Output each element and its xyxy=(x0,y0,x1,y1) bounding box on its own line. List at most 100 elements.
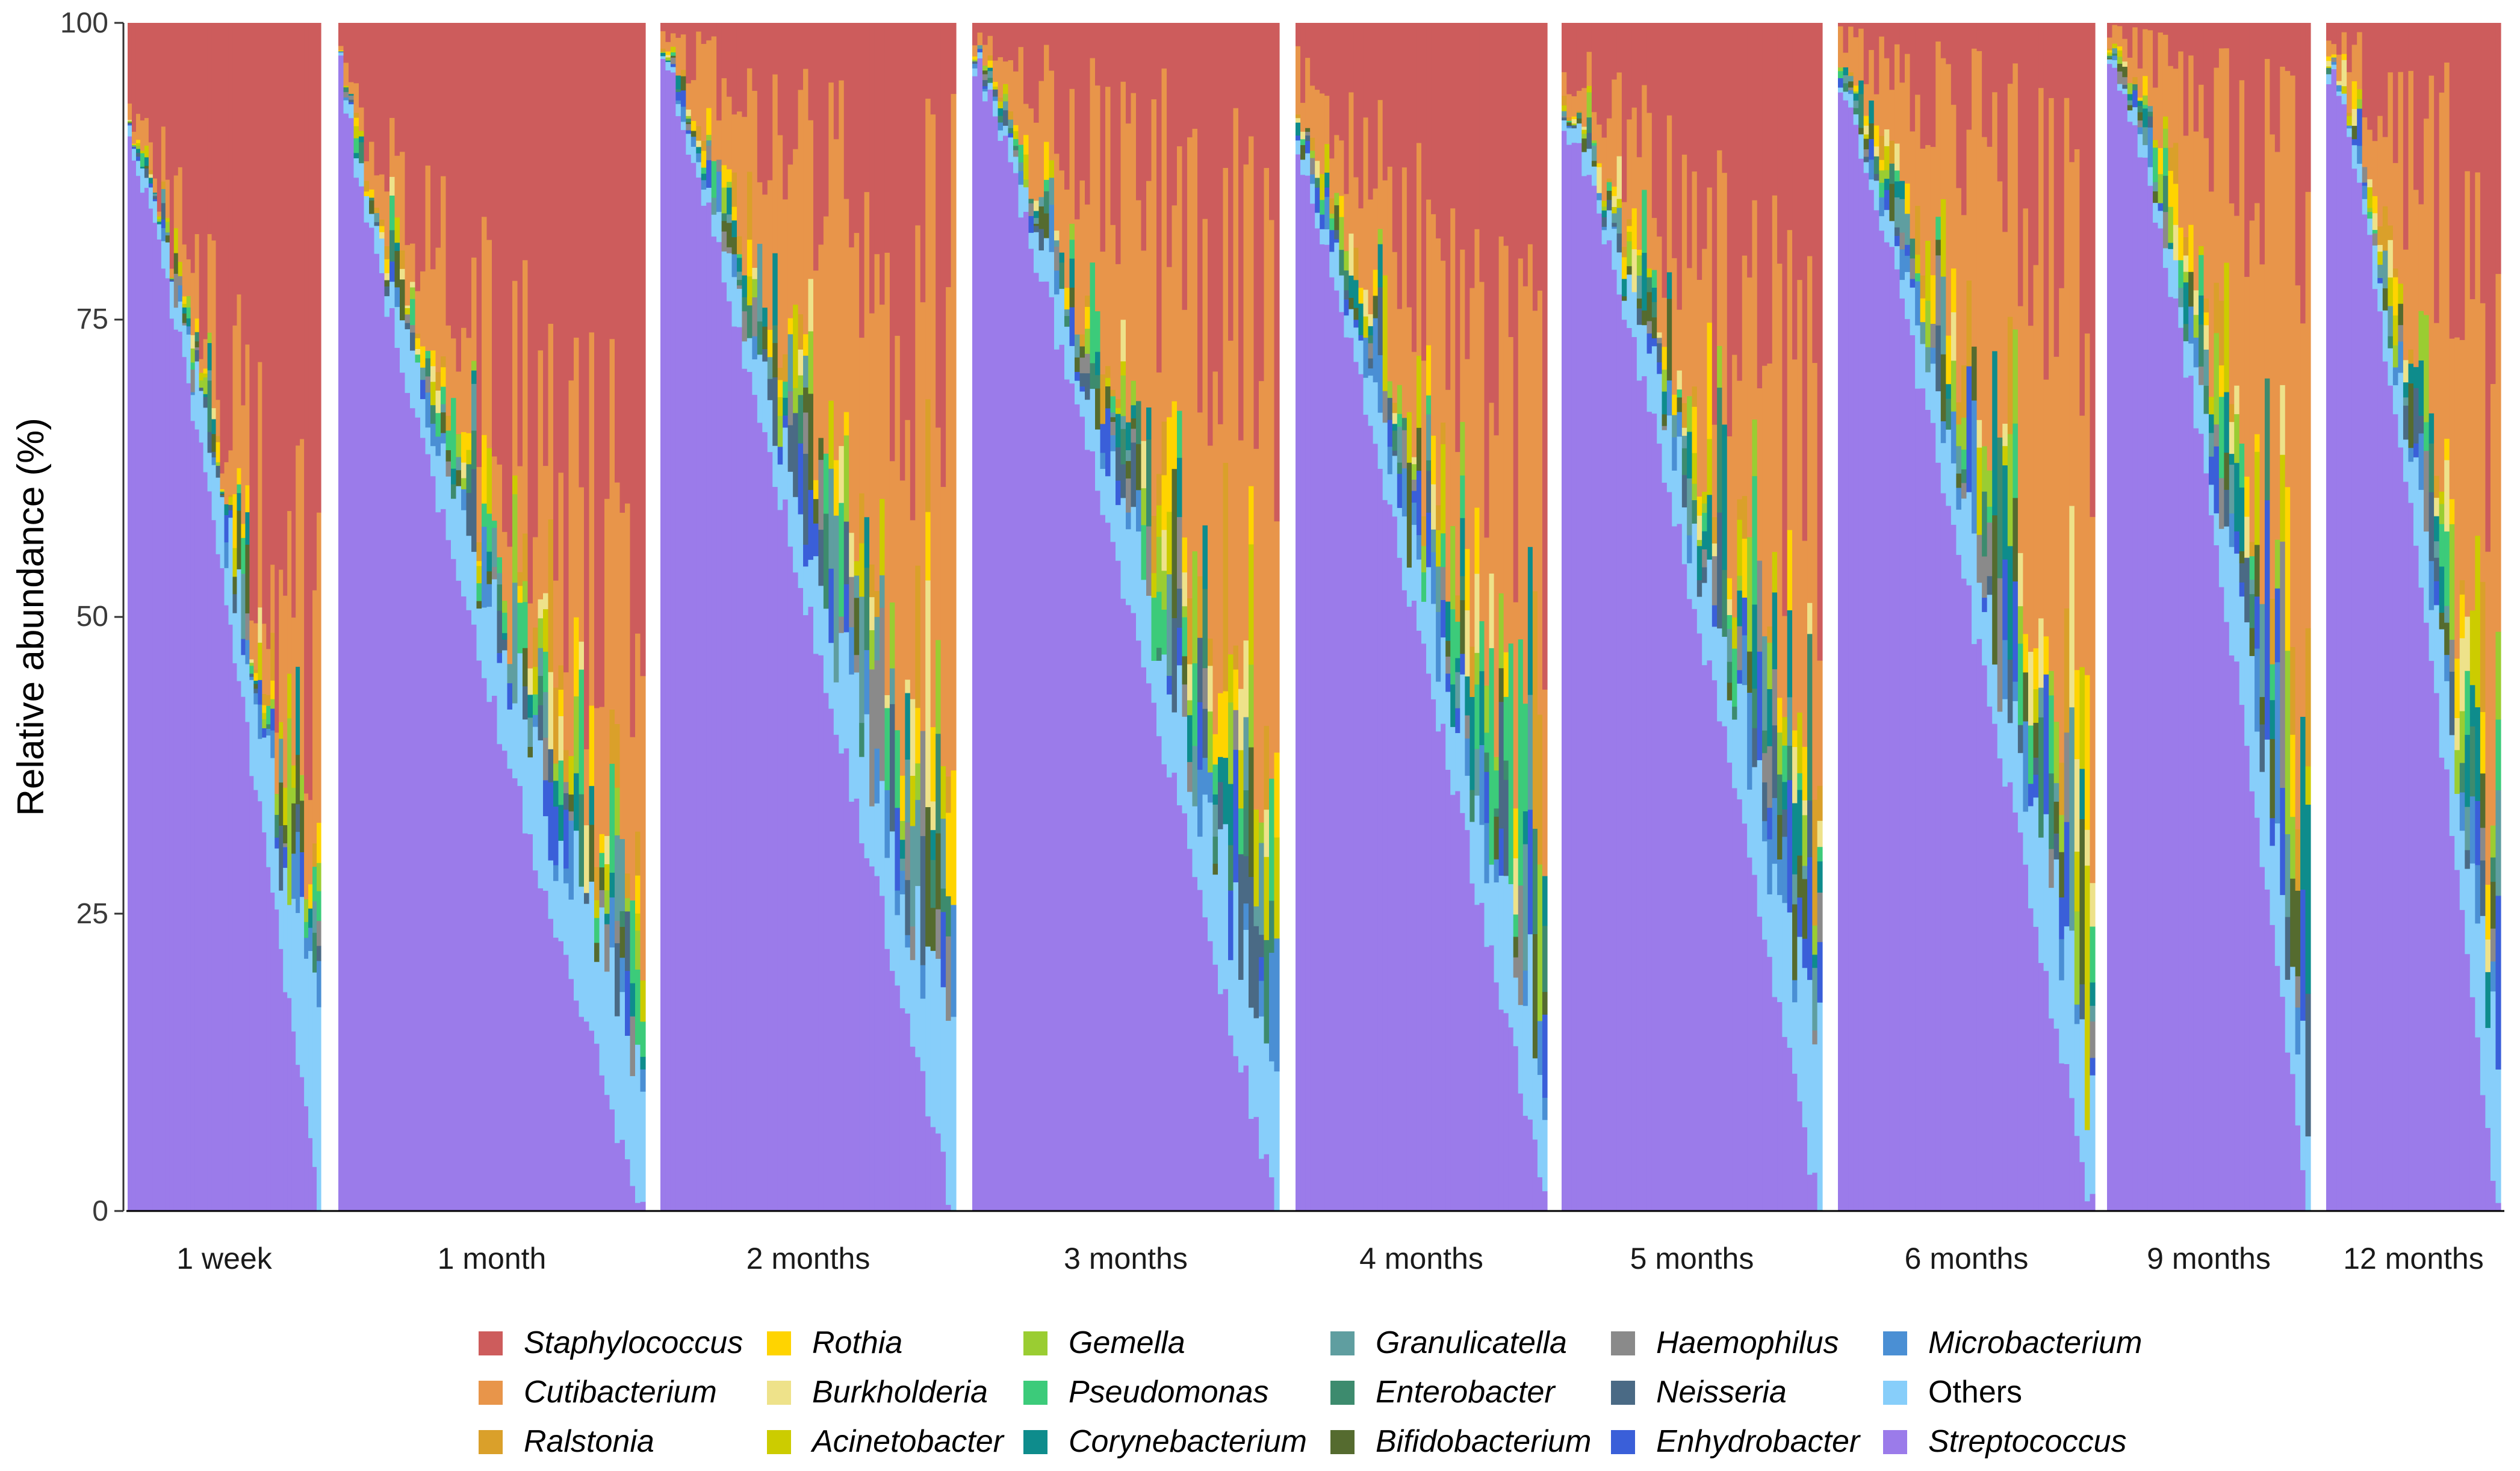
bar-segment-acinetobacter xyxy=(2084,865,2091,1130)
bar-segment-gemella xyxy=(615,787,621,835)
bar-segment-gemella xyxy=(2290,816,2296,879)
bar-segment-rothia xyxy=(813,480,819,500)
bar-segment-others xyxy=(1966,492,1972,586)
bar-segment-streptococcus xyxy=(1513,1045,1519,1212)
bar-segment-bifidobacterium xyxy=(568,794,574,812)
bar-segment-burkholderia xyxy=(1696,515,1702,540)
bar-segment-streptococcus xyxy=(186,383,191,1212)
bar-segment-streptococcus xyxy=(1218,994,1224,1212)
bar-segment-pseudomonas xyxy=(1513,914,1519,937)
bar-segment-streptococcus xyxy=(2143,157,2149,1212)
bar-segment-rothia xyxy=(574,617,580,696)
bar-segment-others xyxy=(2392,385,2399,415)
bar-segment-others xyxy=(317,1007,321,1210)
bar-segment-enterobacter xyxy=(2249,593,2255,628)
bar-segment-granulicatella xyxy=(1762,636,1768,731)
bar-segment-others xyxy=(338,52,344,56)
bar-segment-haemophilus xyxy=(2064,732,2070,822)
bar-segment-cutibacterium xyxy=(874,253,880,592)
bar-segment-corynebacterium xyxy=(2485,971,2491,1028)
bar-segment-granulicatella xyxy=(2377,264,2383,278)
bar-segment-staphylococcus xyxy=(1300,23,1306,103)
bar-segment-streptococcus xyxy=(839,753,845,1212)
bar-segment-others xyxy=(517,653,523,786)
legend-label: Microbacterium xyxy=(1928,1325,2142,1360)
bar-segment-cutibacterium xyxy=(1899,82,1905,181)
bar-segment-ralstonia xyxy=(998,97,1004,102)
bar-segment-cutibacterium xyxy=(2305,191,2311,628)
facet-panel xyxy=(2107,23,2311,1212)
bar-segment-corynebacterium xyxy=(1368,326,1374,336)
bar-segment-bifidobacterium xyxy=(144,166,149,169)
bar-segment-rothia xyxy=(203,368,208,374)
bar-segment-others xyxy=(1976,582,1982,639)
bar-segment-streptococcus xyxy=(1858,158,1864,1212)
bar-segment-corynebacterium xyxy=(609,872,615,898)
bar-segment-staphylococcus xyxy=(1853,23,1859,37)
bar-segment-granulicatella xyxy=(915,799,921,887)
bar-segment-staphylococcus xyxy=(1131,23,1137,93)
bar-segment-others xyxy=(1662,430,1668,483)
legend-label: Streptococcus xyxy=(1928,1424,2127,1459)
bar-segment-staphylococcus xyxy=(1023,23,1029,104)
bar-segment-ralstonia xyxy=(1105,365,1111,378)
bar-segment-neisseria xyxy=(2413,388,2419,444)
bar-segment-bifidobacterium xyxy=(1334,205,1339,231)
bar-segment-streptococcus xyxy=(849,801,855,1212)
bar-segment-cutibacterium xyxy=(1940,58,1946,200)
bar-segment-cutibacterium xyxy=(1197,412,1203,577)
bar-segment-staphylococcus xyxy=(2143,23,2149,29)
bar-segment-others xyxy=(379,238,385,273)
bar-segment-cutibacterium xyxy=(2274,152,2280,540)
bar-segment-streptococcus xyxy=(2218,587,2224,1212)
bar-segment-corynebacterium xyxy=(1460,518,1465,577)
bar-segment-gemella xyxy=(1591,140,1597,143)
bar-segment-cutibacterium xyxy=(2382,137,2388,206)
bar-segment-others xyxy=(2264,739,2270,890)
bar-segment-bifidobacterium xyxy=(400,279,406,321)
bar-segment-haemophilus xyxy=(1812,1030,1818,1045)
bar-segment-streptococcus xyxy=(157,239,162,1212)
bar-segment-microbacterium xyxy=(1915,281,1921,326)
bar-segment-bifidobacterium xyxy=(194,341,200,348)
bar-segment-streptococcus xyxy=(599,1075,605,1212)
bar-segment-streptococcus xyxy=(1838,92,1844,1212)
bar-segment-others xyxy=(843,632,849,749)
bar-segment-ralstonia xyxy=(1223,462,1229,692)
bar-segment-neisseria xyxy=(1782,809,1788,837)
bar-segment-others xyxy=(1672,470,1678,527)
bar-segment-streptococcus xyxy=(1202,917,1208,1212)
bar-segment-corynebacterium xyxy=(701,173,707,181)
bar-segment-burkholderia xyxy=(2234,385,2240,415)
bar-segment-cutibacterium xyxy=(1445,389,1451,602)
bar-segment-cutibacterium xyxy=(1747,277,1753,537)
bar-segment-staphylococcus xyxy=(2178,23,2184,52)
bar-segment-ralstonia xyxy=(987,55,993,61)
bar-segment-others xyxy=(1034,232,1040,273)
bar-segment-streptococcus xyxy=(1681,564,1687,1212)
bar-segment-staphylococcus xyxy=(1987,23,1993,147)
bar-segment-neisseria xyxy=(803,453,809,545)
bar-segment-others xyxy=(128,125,132,137)
bar-segment-cutibacterium xyxy=(266,648,271,695)
bar-segment-cutibacterium xyxy=(1324,95,1330,144)
bar-segment-gemella xyxy=(777,415,783,447)
bar-segment-streptococcus xyxy=(2069,1097,2075,1212)
bar-segment-microbacterium xyxy=(640,1069,646,1092)
bar-segment-streptococcus xyxy=(300,1077,305,1212)
bar-segment-gemella xyxy=(456,433,462,457)
bar-segment-gemella xyxy=(270,699,275,709)
bar-segment-neisseria xyxy=(1606,199,1612,211)
bar-segment-cutibacterium xyxy=(2249,220,2255,542)
legend-swatch xyxy=(1611,1430,1635,1454)
bar-segment-microbacterium xyxy=(317,961,321,1008)
bar-segment-streptococcus xyxy=(558,941,564,1212)
bar-segment-neisseria xyxy=(2122,84,2128,89)
bar-segment-burkholderia xyxy=(1597,167,1603,193)
bar-segment-acinetobacter xyxy=(343,85,349,88)
bar-segment-ralstonia xyxy=(696,126,702,141)
bar-segment-staphylococcus xyxy=(1696,23,1702,280)
bar-segment-cutibacterium xyxy=(2112,25,2118,44)
bar-segment-ralstonia xyxy=(558,665,564,690)
bar-segment-microbacterium xyxy=(308,928,313,952)
